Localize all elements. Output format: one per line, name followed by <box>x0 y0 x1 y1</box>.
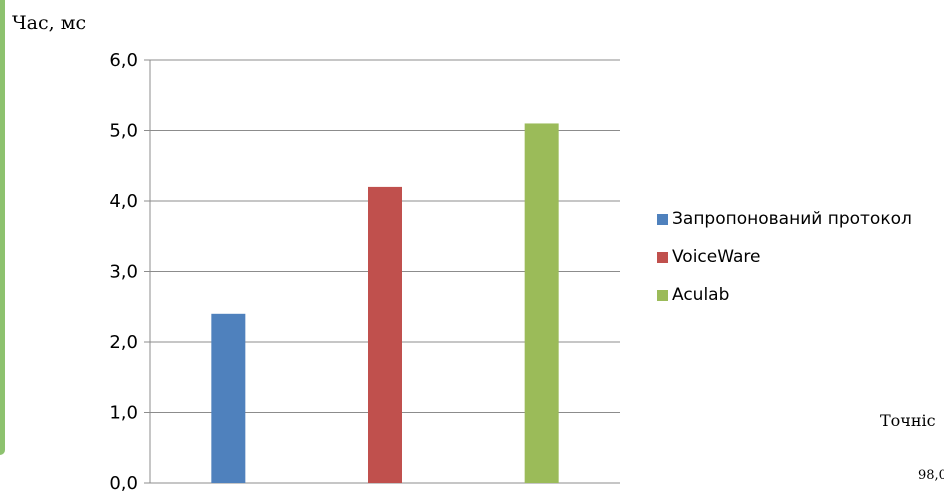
bar-2 <box>368 186 402 483</box>
legend-swatch <box>657 289 668 301</box>
y-tick-label: 2,0 <box>109 332 138 353</box>
y-tick-labels: 0,0 1,0 2,0 3,0 4,0 5,0 6,0 <box>109 50 138 494</box>
legend-item: VoiceWare <box>657 247 760 267</box>
legend-swatch <box>657 213 668 225</box>
y-tick-label: 1,0 <box>109 403 138 424</box>
y-axis-label: Час, мс <box>12 12 87 34</box>
side-caption: Точніс <box>880 411 936 430</box>
legend-label: Запропонований протокол <box>672 209 912 229</box>
bars <box>211 123 559 483</box>
legend-label: Aculab <box>672 285 730 305</box>
legend-label: VoiceWare <box>672 247 761 267</box>
y-tick-label: 3,0 <box>109 262 138 283</box>
y-tick-label: 4,0 <box>109 191 138 212</box>
legend-item: Запропонований протокол <box>657 209 912 229</box>
legend-swatch <box>657 251 668 263</box>
y-tick-label: 5,0 <box>109 121 138 142</box>
y-tick-label: 0,0 <box>109 473 138 494</box>
bar-3 <box>524 123 559 483</box>
y-tick-label: 6,0 <box>109 50 138 71</box>
left-accent-bar <box>0 0 5 455</box>
bar-1 <box>211 313 246 483</box>
side-value: 98,0 <box>918 468 944 483</box>
legend-item: Aculab <box>657 285 729 305</box>
